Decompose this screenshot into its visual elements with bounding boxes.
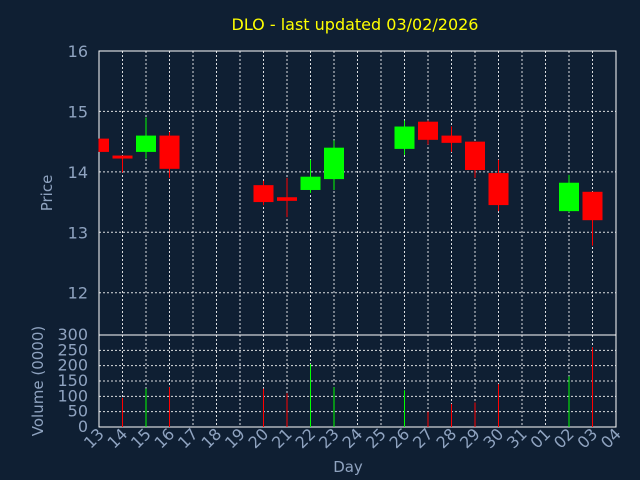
volume-bars [122,347,593,427]
candle-body [418,121,438,140]
candle-body [99,138,109,152]
price-tick-label: 16 [68,42,88,61]
candle-body [324,147,344,180]
candle-body [300,176,321,190]
price-tick-label: 15 [68,102,88,121]
candle [159,131,180,178]
chart-title: DLO - last updated 03/02/2026 [232,15,479,34]
candle [418,120,438,145]
candle-body [277,197,297,201]
candle-body [582,191,603,221]
price-axis-label: Price [38,175,56,212]
price-candles [98,117,603,246]
candle-body [394,126,415,149]
volume-axis-label: Volume (0000) [29,326,47,436]
candle [300,159,321,193]
x-axis-label: Day [333,458,363,476]
candle [582,191,603,246]
candle [394,120,415,155]
volume-tick-label: 0 [78,417,88,436]
candle-body [559,182,579,212]
day-x-ticks: 1314151617181920212223242526272829303101… [80,424,625,452]
x-tick-label: 04 [597,424,625,452]
volume-gridlines [99,335,616,427]
candle-body [441,135,462,143]
candle-body [159,135,180,169]
candle-body [112,155,133,159]
volume-tick-label: 250 [57,340,88,359]
price-tick-label: 13 [68,223,88,242]
candle [277,177,297,218]
candle-body [488,173,509,206]
candle [324,140,344,190]
price-tick-label: 12 [68,284,88,303]
candle [465,141,485,178]
candle [253,180,274,206]
volume-tick-label: 100 [57,386,88,405]
candle [441,126,462,152]
volume-tick-label: 300 [57,325,88,344]
volume-tick-label: 200 [57,356,88,375]
candle-body [465,141,485,171]
candle [488,159,509,212]
price-tick-label: 14 [68,163,88,182]
volume-tick-label: 50 [68,402,88,421]
candle [98,138,109,152]
candle [559,174,579,213]
candle [112,155,133,173]
price-y-ticks: 12 13 14 15 16 [68,42,88,303]
volume-tick-label: 150 [57,371,88,390]
price-gridlines [99,51,616,335]
candle [136,117,156,159]
candle-body [253,185,274,203]
candle-body [136,135,156,152]
price-panel: 12 13 14 15 16 Price [38,42,617,336]
